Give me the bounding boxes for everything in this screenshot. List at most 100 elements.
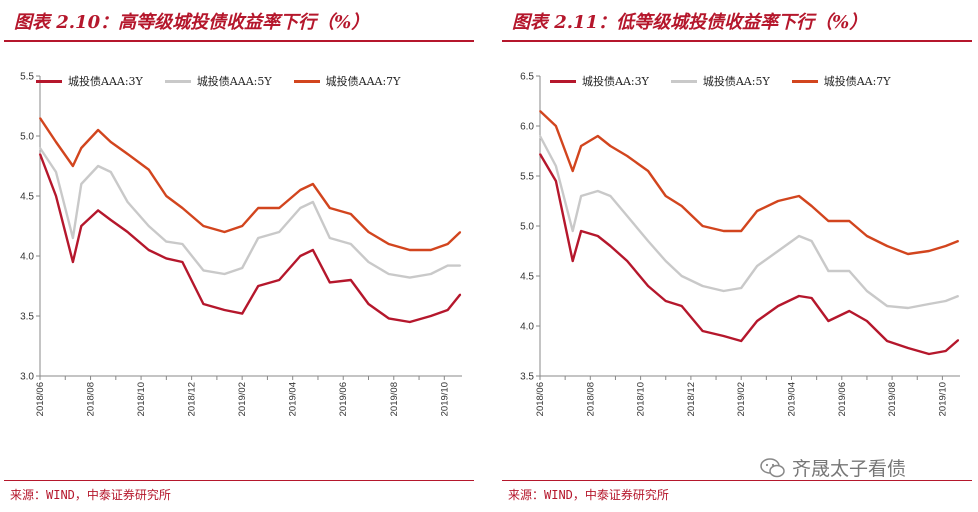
data-point	[609, 245, 612, 247]
data-point	[928, 250, 930, 252]
data-point	[39, 117, 41, 119]
data-point	[80, 225, 83, 227]
data-point	[827, 270, 830, 272]
data-point	[459, 231, 462, 233]
data-point	[555, 125, 557, 127]
y-tick-label: 3.5	[520, 372, 534, 383]
series-line-1	[538, 153, 960, 356]
chart-panel-left: 图表 2.10：高等级城投债收益率下行（%） 3.0 3.5 4.0 4.5 5.0 5.…	[0, 0, 480, 512]
source-divider	[502, 480, 972, 481]
data-point	[722, 230, 725, 232]
chart-title: 图表 2.11：低等级城投债收益率下行（%）	[512, 12, 868, 33]
data-point	[350, 243, 352, 245]
data-point	[165, 195, 168, 197]
data-point	[223, 309, 226, 311]
data-point	[367, 231, 370, 233]
legend-label: 城投债AAA:3Y	[68, 75, 143, 88]
legend-item-3y: 城投债AA:3Y	[550, 73, 649, 89]
data-point	[647, 240, 649, 242]
y-tick-label: 4.0	[520, 322, 534, 333]
data-point	[907, 307, 909, 309]
data-point	[299, 255, 302, 257]
data-point	[430, 273, 432, 275]
data-point	[257, 207, 259, 209]
data-point	[97, 129, 99, 131]
data-point	[680, 305, 683, 307]
y-tick-label: 6.0	[520, 122, 534, 133]
legend-swatch	[550, 79, 576, 83]
data-point	[39, 153, 41, 155]
y-tick-label: 4.5	[20, 192, 34, 203]
data-point	[626, 155, 628, 157]
data-point	[907, 253, 909, 255]
data-point	[312, 183, 314, 185]
data-point	[571, 230, 574, 232]
data-point	[430, 315, 432, 317]
data-point	[928, 303, 930, 305]
data-point	[72, 237, 74, 239]
data-point	[97, 165, 99, 167]
data-point	[181, 207, 184, 209]
data-point	[555, 165, 557, 167]
data-point	[827, 220, 830, 222]
data-point	[539, 153, 541, 155]
data-point	[944, 300, 947, 302]
data-point	[680, 205, 683, 207]
x-tick-label: 2019/02	[237, 382, 248, 416]
x-tick-label: 2018/08	[585, 382, 596, 416]
data-point	[181, 243, 184, 245]
data-point	[312, 201, 314, 203]
data-point	[580, 195, 582, 197]
data-point	[609, 195, 612, 197]
legend-swatch	[293, 79, 320, 83]
chart-legend: 城投债AAA:3Y 城投债AAA:5Y 城投债AAA:7Y	[36, 73, 400, 89]
data-point	[664, 260, 667, 262]
data-point	[701, 330, 704, 332]
data-point	[571, 170, 574, 172]
data-point	[777, 200, 779, 202]
legend-label: 城投债AAA:7Y	[325, 75, 401, 88]
data-point	[848, 270, 851, 272]
data-point	[278, 207, 281, 209]
chart-panel-right: 图表 2.11：低等级城投债收益率下行（%） 3.5 4.0 4.5 5.0 5.5 6.…	[498, 0, 978, 512]
chart-source: 来源：WIND，中泰证券研究所	[10, 488, 171, 502]
data-point	[278, 231, 281, 233]
data-point	[555, 180, 557, 182]
data-point	[446, 309, 449, 311]
data-point	[109, 171, 112, 173]
data-point	[798, 295, 800, 297]
x-tick-label: 2018/12	[686, 382, 697, 416]
data-point	[580, 230, 582, 232]
data-point	[664, 195, 667, 197]
x-tick-label: 2018/10	[636, 382, 647, 416]
y-tick-label: 5.0	[20, 132, 34, 143]
legend-label: 城投债AA:5Y	[702, 75, 770, 88]
data-point	[957, 295, 960, 297]
data-point	[109, 141, 112, 143]
data-point	[756, 265, 758, 267]
x-tick-label: 2019/08	[389, 382, 400, 416]
data-point	[408, 321, 411, 323]
data-point	[907, 347, 909, 349]
legend-swatch	[164, 79, 191, 83]
x-tick-label: 2019/06	[837, 382, 848, 416]
legend-item-7y: 城投债AAA:7Y	[293, 73, 401, 89]
data-point	[126, 201, 129, 203]
data-point	[777, 250, 779, 252]
data-point	[350, 213, 352, 215]
data-point	[55, 195, 57, 197]
data-point	[55, 171, 57, 173]
data-point	[387, 243, 390, 245]
legend-item-5y: 城投债AAA:5Y	[164, 73, 272, 89]
data-point	[80, 147, 83, 149]
data-point	[202, 269, 205, 272]
data-point	[680, 275, 683, 277]
legend-swatch	[791, 79, 818, 83]
data-point	[866, 235, 868, 237]
data-point	[350, 279, 352, 281]
data-point	[722, 290, 725, 292]
data-point	[810, 297, 813, 299]
data-point	[241, 267, 243, 269]
data-point	[810, 240, 813, 242]
wechat-icon	[760, 457, 785, 477]
